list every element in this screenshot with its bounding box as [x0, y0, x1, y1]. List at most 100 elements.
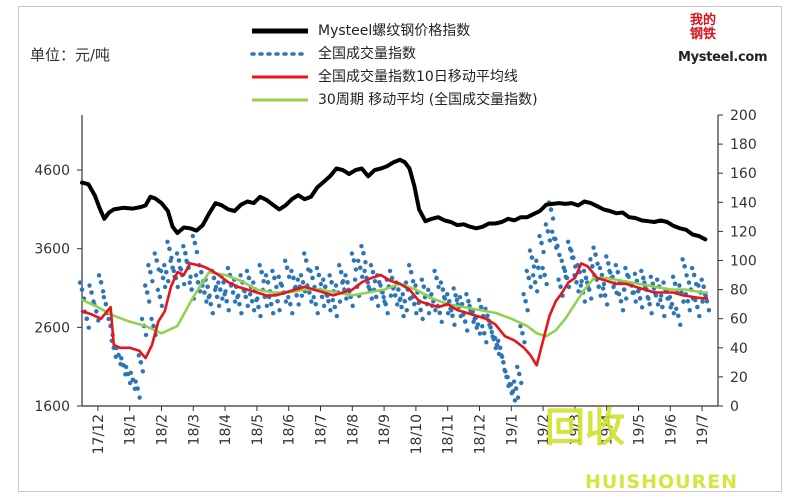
data-point — [375, 303, 381, 309]
y-right-tick-label: 140 — [730, 195, 757, 211]
data-point — [525, 308, 530, 313]
data-point — [279, 283, 285, 288]
data-point — [343, 273, 348, 278]
data-point — [515, 364, 520, 370]
data-point — [401, 313, 406, 319]
data-point — [438, 280, 444, 285]
data-point — [350, 303, 355, 309]
data-point — [295, 277, 301, 282]
data-point — [176, 258, 182, 263]
data-point — [270, 268, 275, 274]
data-point — [534, 289, 540, 294]
data-point — [162, 284, 168, 290]
data-point — [414, 310, 419, 316]
data-point — [669, 301, 675, 307]
data-point — [454, 297, 460, 303]
data-point — [327, 273, 332, 278]
data-point — [685, 298, 691, 304]
data-point — [704, 298, 710, 304]
data-point — [696, 283, 701, 288]
data-point — [540, 265, 545, 271]
data-point — [332, 304, 338, 310]
data-point — [675, 313, 681, 319]
data-point — [550, 229, 555, 234]
data-point — [216, 280, 221, 285]
data-point — [245, 303, 250, 309]
y-right-tick-label: 180 — [730, 137, 757, 153]
data-point — [271, 310, 276, 316]
x-tick-label: 18/4 — [218, 414, 234, 446]
data-point — [247, 292, 253, 297]
data-point — [282, 258, 288, 263]
data-point — [333, 283, 339, 288]
data-point — [338, 269, 344, 275]
data-point — [559, 258, 564, 263]
legend-item-price: Mysteel螺纹钢价格指数 — [250, 20, 630, 43]
data-point — [640, 275, 646, 281]
data-point — [148, 269, 153, 275]
data-point — [256, 304, 261, 310]
data-point — [649, 310, 654, 316]
data-point — [639, 268, 644, 274]
data-point — [194, 249, 200, 255]
data-point — [181, 281, 187, 287]
data-point — [162, 262, 167, 268]
data-point — [621, 287, 627, 292]
data-point — [167, 246, 172, 252]
data-point — [523, 298, 528, 304]
data-point — [152, 251, 157, 256]
data-point — [593, 252, 598, 257]
data-point — [166, 278, 171, 284]
data-point — [682, 264, 687, 269]
x-tick-label: 18/6 — [282, 414, 298, 446]
data-point — [286, 294, 291, 300]
data-point — [588, 257, 593, 262]
data-point — [396, 287, 401, 292]
data-point — [79, 287, 85, 292]
data-point — [476, 297, 482, 303]
data-point — [287, 301, 293, 307]
data-point — [89, 290, 94, 295]
data-point — [294, 293, 299, 298]
data-point — [277, 308, 282, 313]
data-point — [226, 308, 231, 313]
data-point — [235, 294, 240, 300]
data-point — [550, 216, 556, 221]
data-point — [536, 265, 541, 271]
x-tick-label: 19/5 — [632, 414, 648, 445]
legend-swatch-ma30 — [252, 98, 308, 102]
data-point — [244, 268, 250, 274]
x-tick-label: 18/7 — [314, 414, 330, 445]
data-point — [633, 299, 638, 304]
data-point — [670, 274, 676, 279]
data-point — [653, 293, 659, 298]
data-point — [564, 275, 570, 281]
data-point — [412, 301, 417, 307]
data-point — [249, 298, 255, 304]
data-point — [274, 284, 279, 290]
data-point — [188, 274, 193, 279]
data-point — [660, 304, 665, 310]
data-point — [154, 258, 160, 263]
data-point — [604, 302, 610, 307]
data-point — [477, 331, 483, 336]
y-right-tick-label: 60 — [730, 312, 748, 328]
data-point — [620, 308, 626, 313]
data-point — [310, 275, 315, 281]
data-point — [410, 278, 416, 284]
data-point — [566, 284, 572, 290]
data-point — [264, 303, 270, 309]
data-point — [135, 386, 140, 391]
data-point — [548, 207, 554, 212]
y-left-tick-label: 4600 — [34, 163, 70, 179]
y-right-tick-label: 160 — [730, 166, 757, 182]
data-point — [691, 272, 697, 278]
data-point — [146, 299, 152, 304]
data-point — [534, 258, 539, 263]
legend-label-price: Mysteel螺纹钢价格指数 — [318, 23, 471, 39]
data-point — [158, 268, 164, 274]
data-point — [686, 280, 692, 285]
data-point — [163, 269, 169, 275]
data-point — [345, 280, 350, 285]
legend-swatch-ma10 — [252, 75, 308, 79]
